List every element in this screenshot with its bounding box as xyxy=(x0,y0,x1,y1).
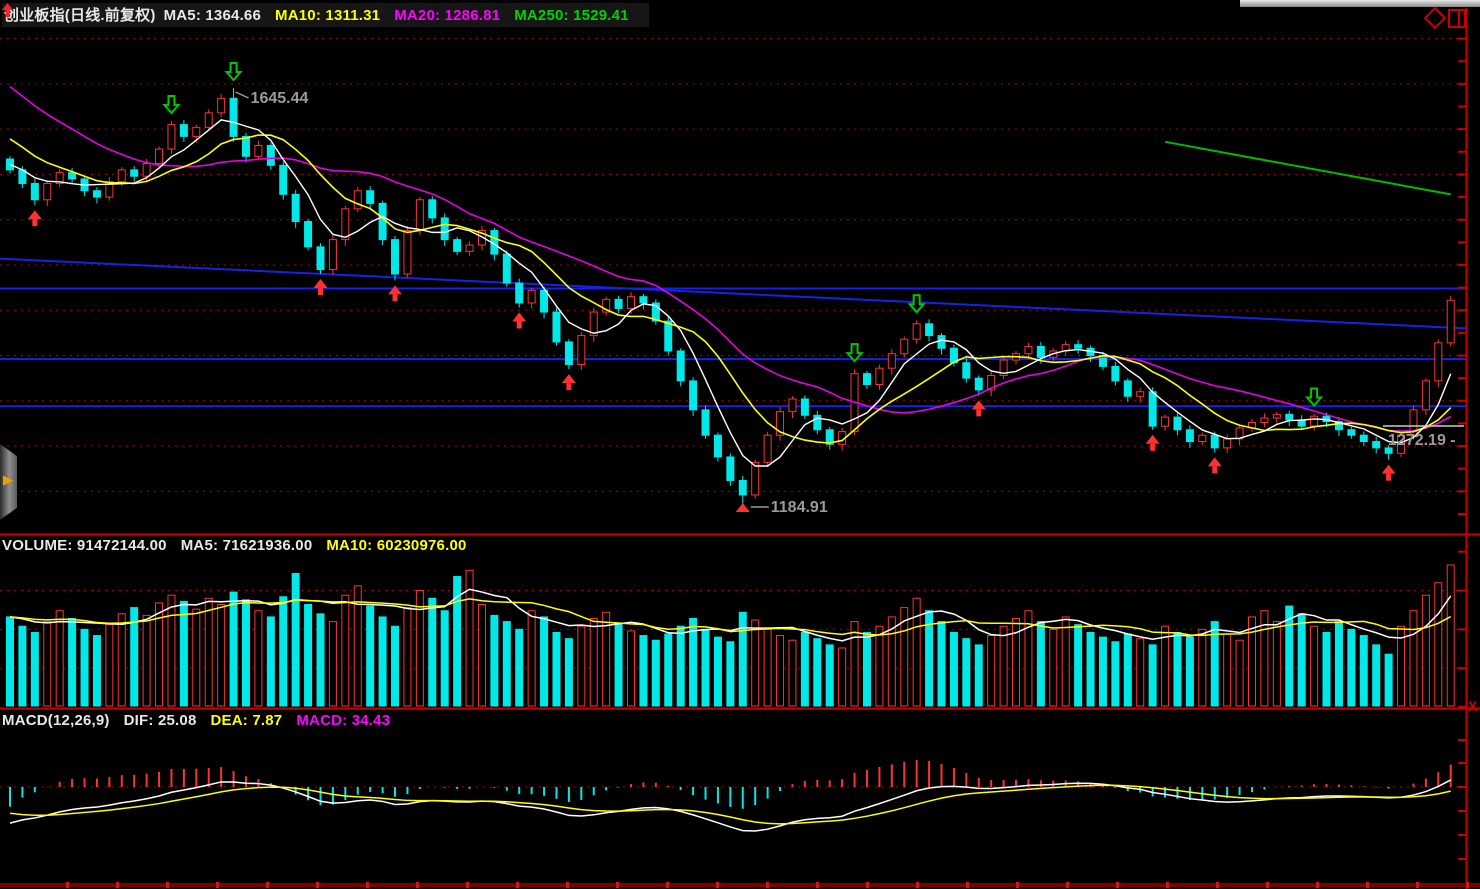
symbol-title: 创业板指(日线.前复权) xyxy=(4,7,156,24)
volume-readout: VOLUME: 91472144.00 xyxy=(2,537,167,554)
ma5-readout: MA5: 1364.66 xyxy=(163,7,262,24)
price-tag-label: 1272.19 - xyxy=(1388,431,1456,449)
macd-panel-header: MACD(12,26,9) DIF: 25.08 DEA: 7.87 MACD: 34… xyxy=(2,712,404,729)
volume-ma10-readout: MA10: 60230976.00 xyxy=(326,537,467,554)
ma10-readout: MA10: 1311.31 xyxy=(275,7,381,24)
dea-readout: DEA: 7.87 xyxy=(210,712,283,729)
split-window-icon[interactable] xyxy=(1448,9,1466,28)
price-panel-header: 创业板指(日线.前复权) MA5: 1364.66 MA10: 1311.31 MA2… xyxy=(2,3,649,27)
low-price-label: 1184.91 xyxy=(770,499,828,516)
macd-readout: MACD: 34.43 xyxy=(296,712,391,729)
expander-arrow-icon: ▶ xyxy=(3,472,13,487)
titlebar-remnant-strip xyxy=(1240,0,1480,7)
sidebar-expander[interactable]: ▶ xyxy=(0,444,17,520)
macd-name: MACD(12,26,9) xyxy=(2,712,110,729)
panel-close-icon[interactable]: X xyxy=(1468,698,1478,714)
volume-ma5-readout: MA5: 71621936.00 xyxy=(180,537,313,554)
macd-panel xyxy=(0,710,1480,889)
volume-panel-header: VOLUME: 91472144.00 MA5: 71621936.00 MA10:… xyxy=(2,537,481,554)
price-chart-panel xyxy=(0,0,1480,534)
ma20-readout: MA20: 1286.81 xyxy=(394,7,501,24)
ma250-readout: MA250: 1529.41 xyxy=(514,7,629,24)
volume-panel xyxy=(0,535,1480,709)
dif-readout: DIF: 25.08 xyxy=(123,712,197,729)
high-price-label: 1645.44 xyxy=(250,90,309,107)
